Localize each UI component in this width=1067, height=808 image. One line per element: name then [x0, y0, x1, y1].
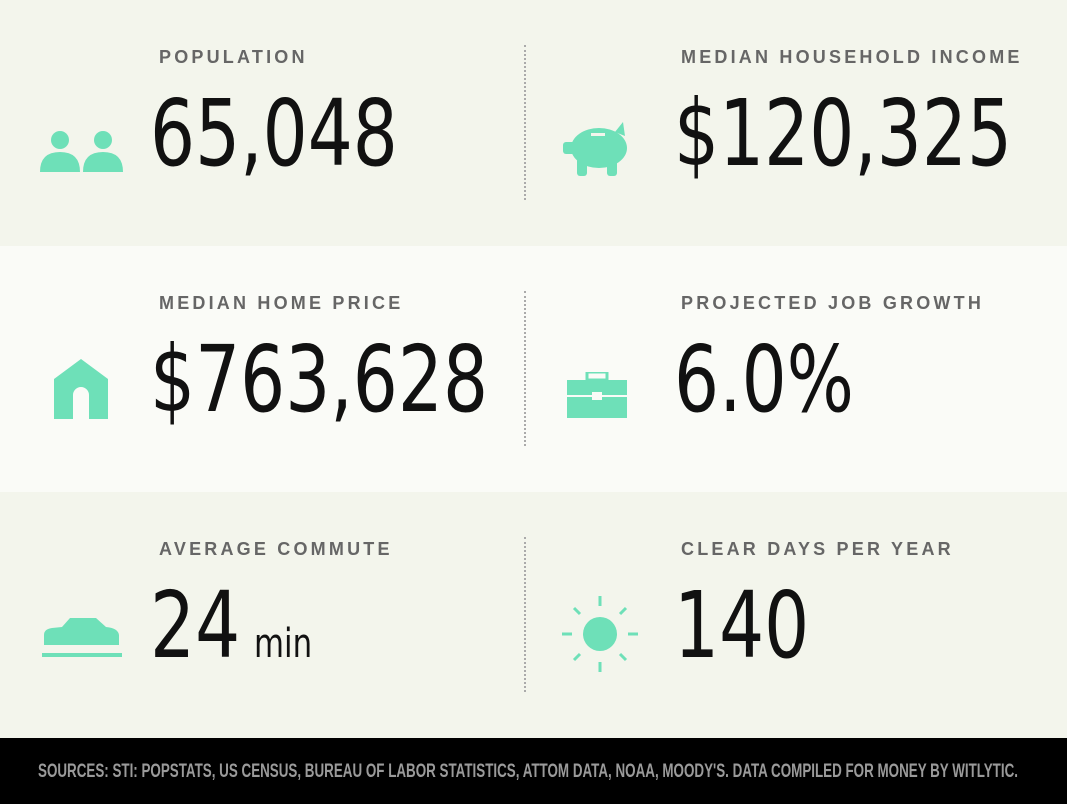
briefcase-icon	[567, 372, 627, 418]
stat-value: 65,048	[150, 80, 398, 187]
stat-number: 24	[150, 572, 241, 679]
stat-label: AVERAGE COMMUTE	[159, 539, 393, 559]
stat-value: $763,628	[150, 326, 489, 433]
stat-row: POPULATION 65,048 MEDIAN HOUSEHOLD INCOM…	[0, 0, 1067, 246]
stat-label: PROJECTED JOB GROWTH	[681, 293, 985, 313]
stat-value: 24 min	[150, 580, 312, 672]
car-icon	[42, 618, 122, 657]
house-icon	[54, 359, 108, 419]
stat-unit: min	[254, 621, 313, 667]
sources-text: SOURCES: STI: POPSTATS, US CENSUS, BUREA…	[38, 761, 1018, 782]
stat-row: AVERAGE COMMUTE 24 min CLEAR DAYS PER YEA…	[0, 492, 1067, 738]
footer-svg: SOURCES: STI: POPSTATS, US CENSUS, BUREA…	[38, 761, 1018, 782]
stat-label: MEDIAN HOUSEHOLD INCOME	[681, 47, 1023, 67]
divider	[524, 45, 526, 200]
stat-value: $120,325	[674, 80, 1013, 187]
people-icon	[40, 131, 123, 172]
stat-value: 6.0%	[674, 326, 854, 433]
divider	[524, 291, 526, 446]
piggy-bank-icon	[563, 122, 627, 176]
stat-label: MEDIAN HOME PRICE	[159, 293, 404, 313]
footer: SOURCES: STI: POPSTATS, US CENSUS, BUREA…	[0, 738, 1067, 804]
stat-value: 140	[674, 572, 810, 679]
stat-row: MEDIAN HOME PRICE $763,628 PROJECTED JOB…	[0, 246, 1067, 492]
sun-icon	[562, 596, 638, 672]
divider	[524, 537, 526, 692]
stat-label: CLEAR DAYS PER YEAR	[681, 539, 954, 559]
stat-label: POPULATION	[159, 47, 308, 67]
